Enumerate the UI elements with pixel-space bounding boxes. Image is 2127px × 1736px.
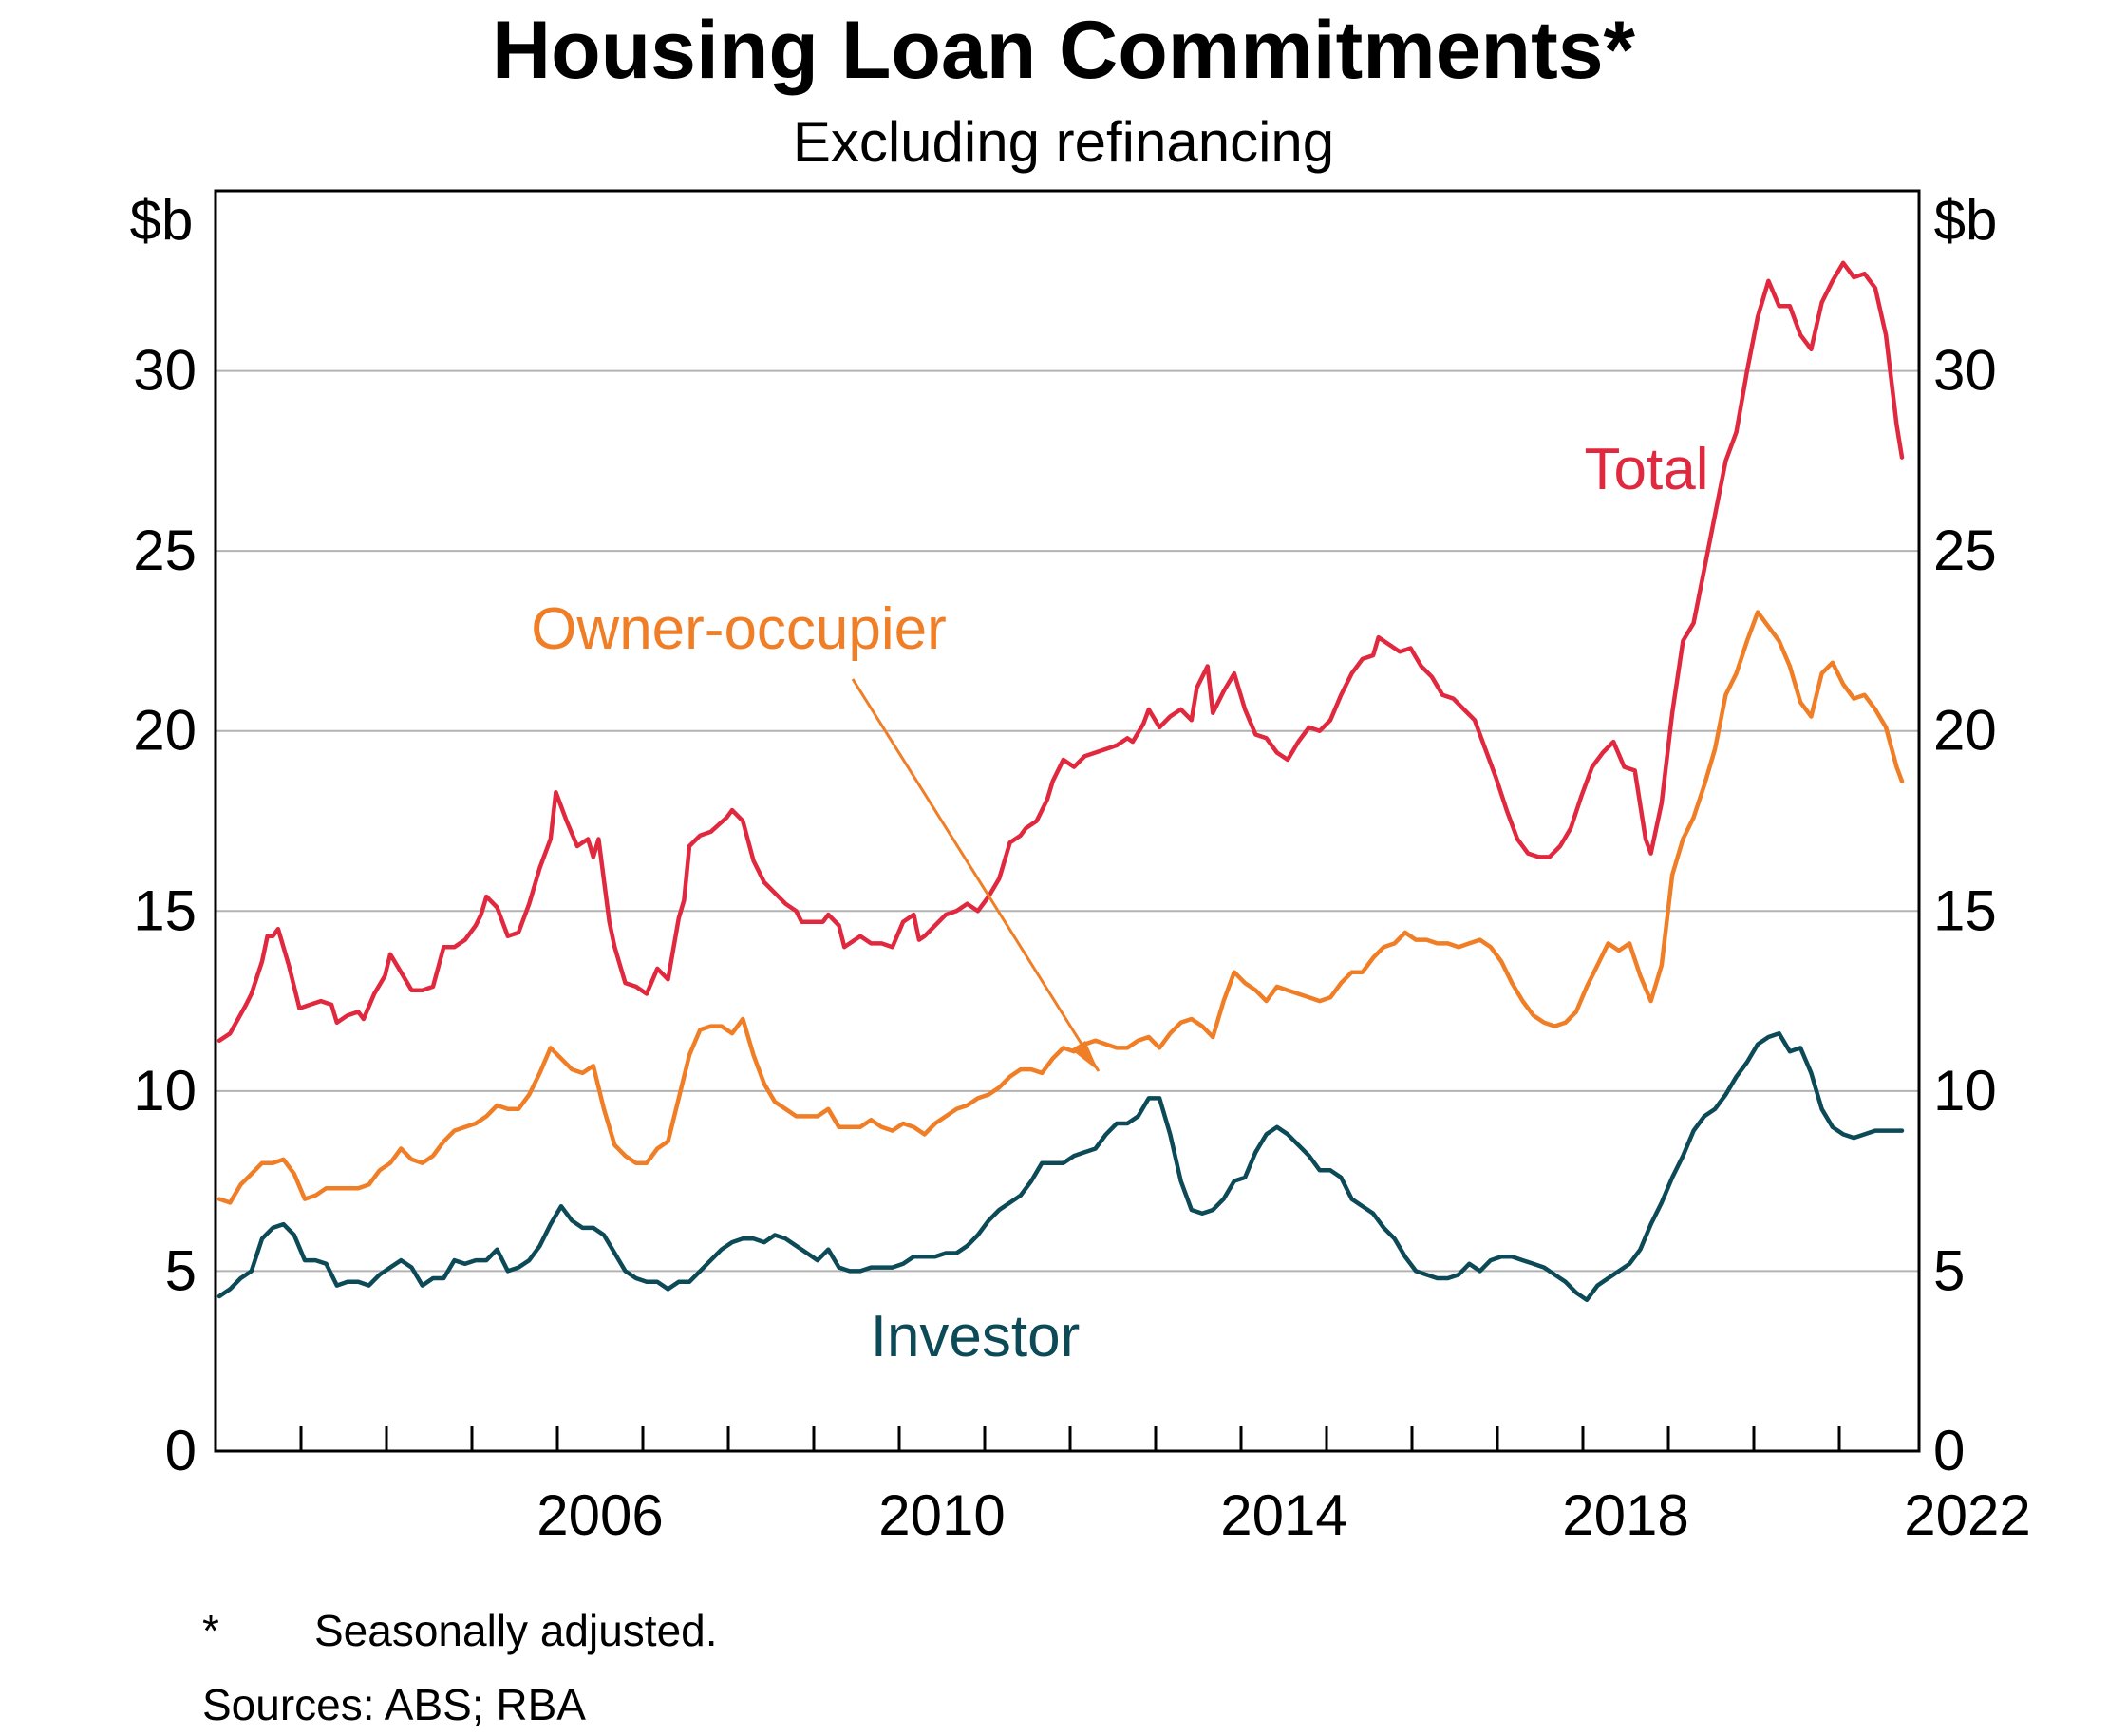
investor-series-label: Investor (871, 1304, 1081, 1369)
series-lines (216, 260, 1905, 1303)
x-tick-label-2018: 2018 (1562, 1483, 1688, 1547)
x-tick-label-2022: 2022 (1904, 1483, 2030, 1547)
owner-occupier-annotation-arrow (851, 678, 1101, 1072)
sources-text: Sources: ABS; RBA (202, 1680, 586, 1729)
y-tick-label-left-5: 5 (165, 1238, 197, 1302)
chart-subtitle: Excluding refinancing (793, 110, 1334, 174)
investor-series-line (216, 1030, 1905, 1303)
y-tick-label-right-25: 25 (1933, 519, 1997, 582)
y-tick-label-left-25: 25 (133, 519, 197, 582)
x-tick-label-2006: 2006 (536, 1483, 663, 1547)
total-series-line (216, 260, 1905, 1044)
total-series-label: Total (1585, 437, 1709, 502)
y-tick-label-right-0: 0 (1933, 1419, 1965, 1482)
owner-occupier-series-label: Owner-occupier (531, 596, 947, 662)
y-tick-label-right-30: 30 (1933, 339, 1997, 403)
tick-labels: 0 0 5 5 10 10 15 15 20 20 25 25 30 30 2006 2010 2014 2018… (133, 339, 2030, 1547)
y-tick-label-right-20: 20 (1933, 699, 1997, 763)
x-tick-label-2014: 2014 (1220, 1483, 1346, 1547)
footnote-text: Seasonally adjusted. (314, 1606, 718, 1655)
x-tick-label-2010: 2010 (878, 1483, 1005, 1547)
y-tick-label-left-0: 0 (165, 1419, 197, 1482)
y-axis-unit-left: $b (130, 188, 194, 252)
plot-frame (214, 189, 1921, 1453)
axes (214, 189, 1921, 1453)
owner-series-line (216, 610, 1905, 1205)
y-tick-label-left-10: 10 (133, 1059, 197, 1123)
chart-title: Housing Loan Commitments* (492, 5, 1636, 96)
y-tick-label-right-10: 10 (1933, 1059, 1997, 1123)
footnote-marker: * (202, 1606, 219, 1655)
y-axis-unit-right: $b (1934, 188, 1998, 252)
gridlines (216, 369, 1919, 1273)
y-tick-label-right-5: 5 (1933, 1238, 1965, 1302)
owner-occupier-arrowhead (1071, 1041, 1099, 1071)
y-tick-label-right-15: 15 (1933, 878, 1997, 942)
y-tick-label-left-20: 20 (133, 699, 197, 763)
y-tick-label-left-15: 15 (133, 878, 197, 942)
y-tick-label-left-30: 30 (133, 339, 197, 403)
